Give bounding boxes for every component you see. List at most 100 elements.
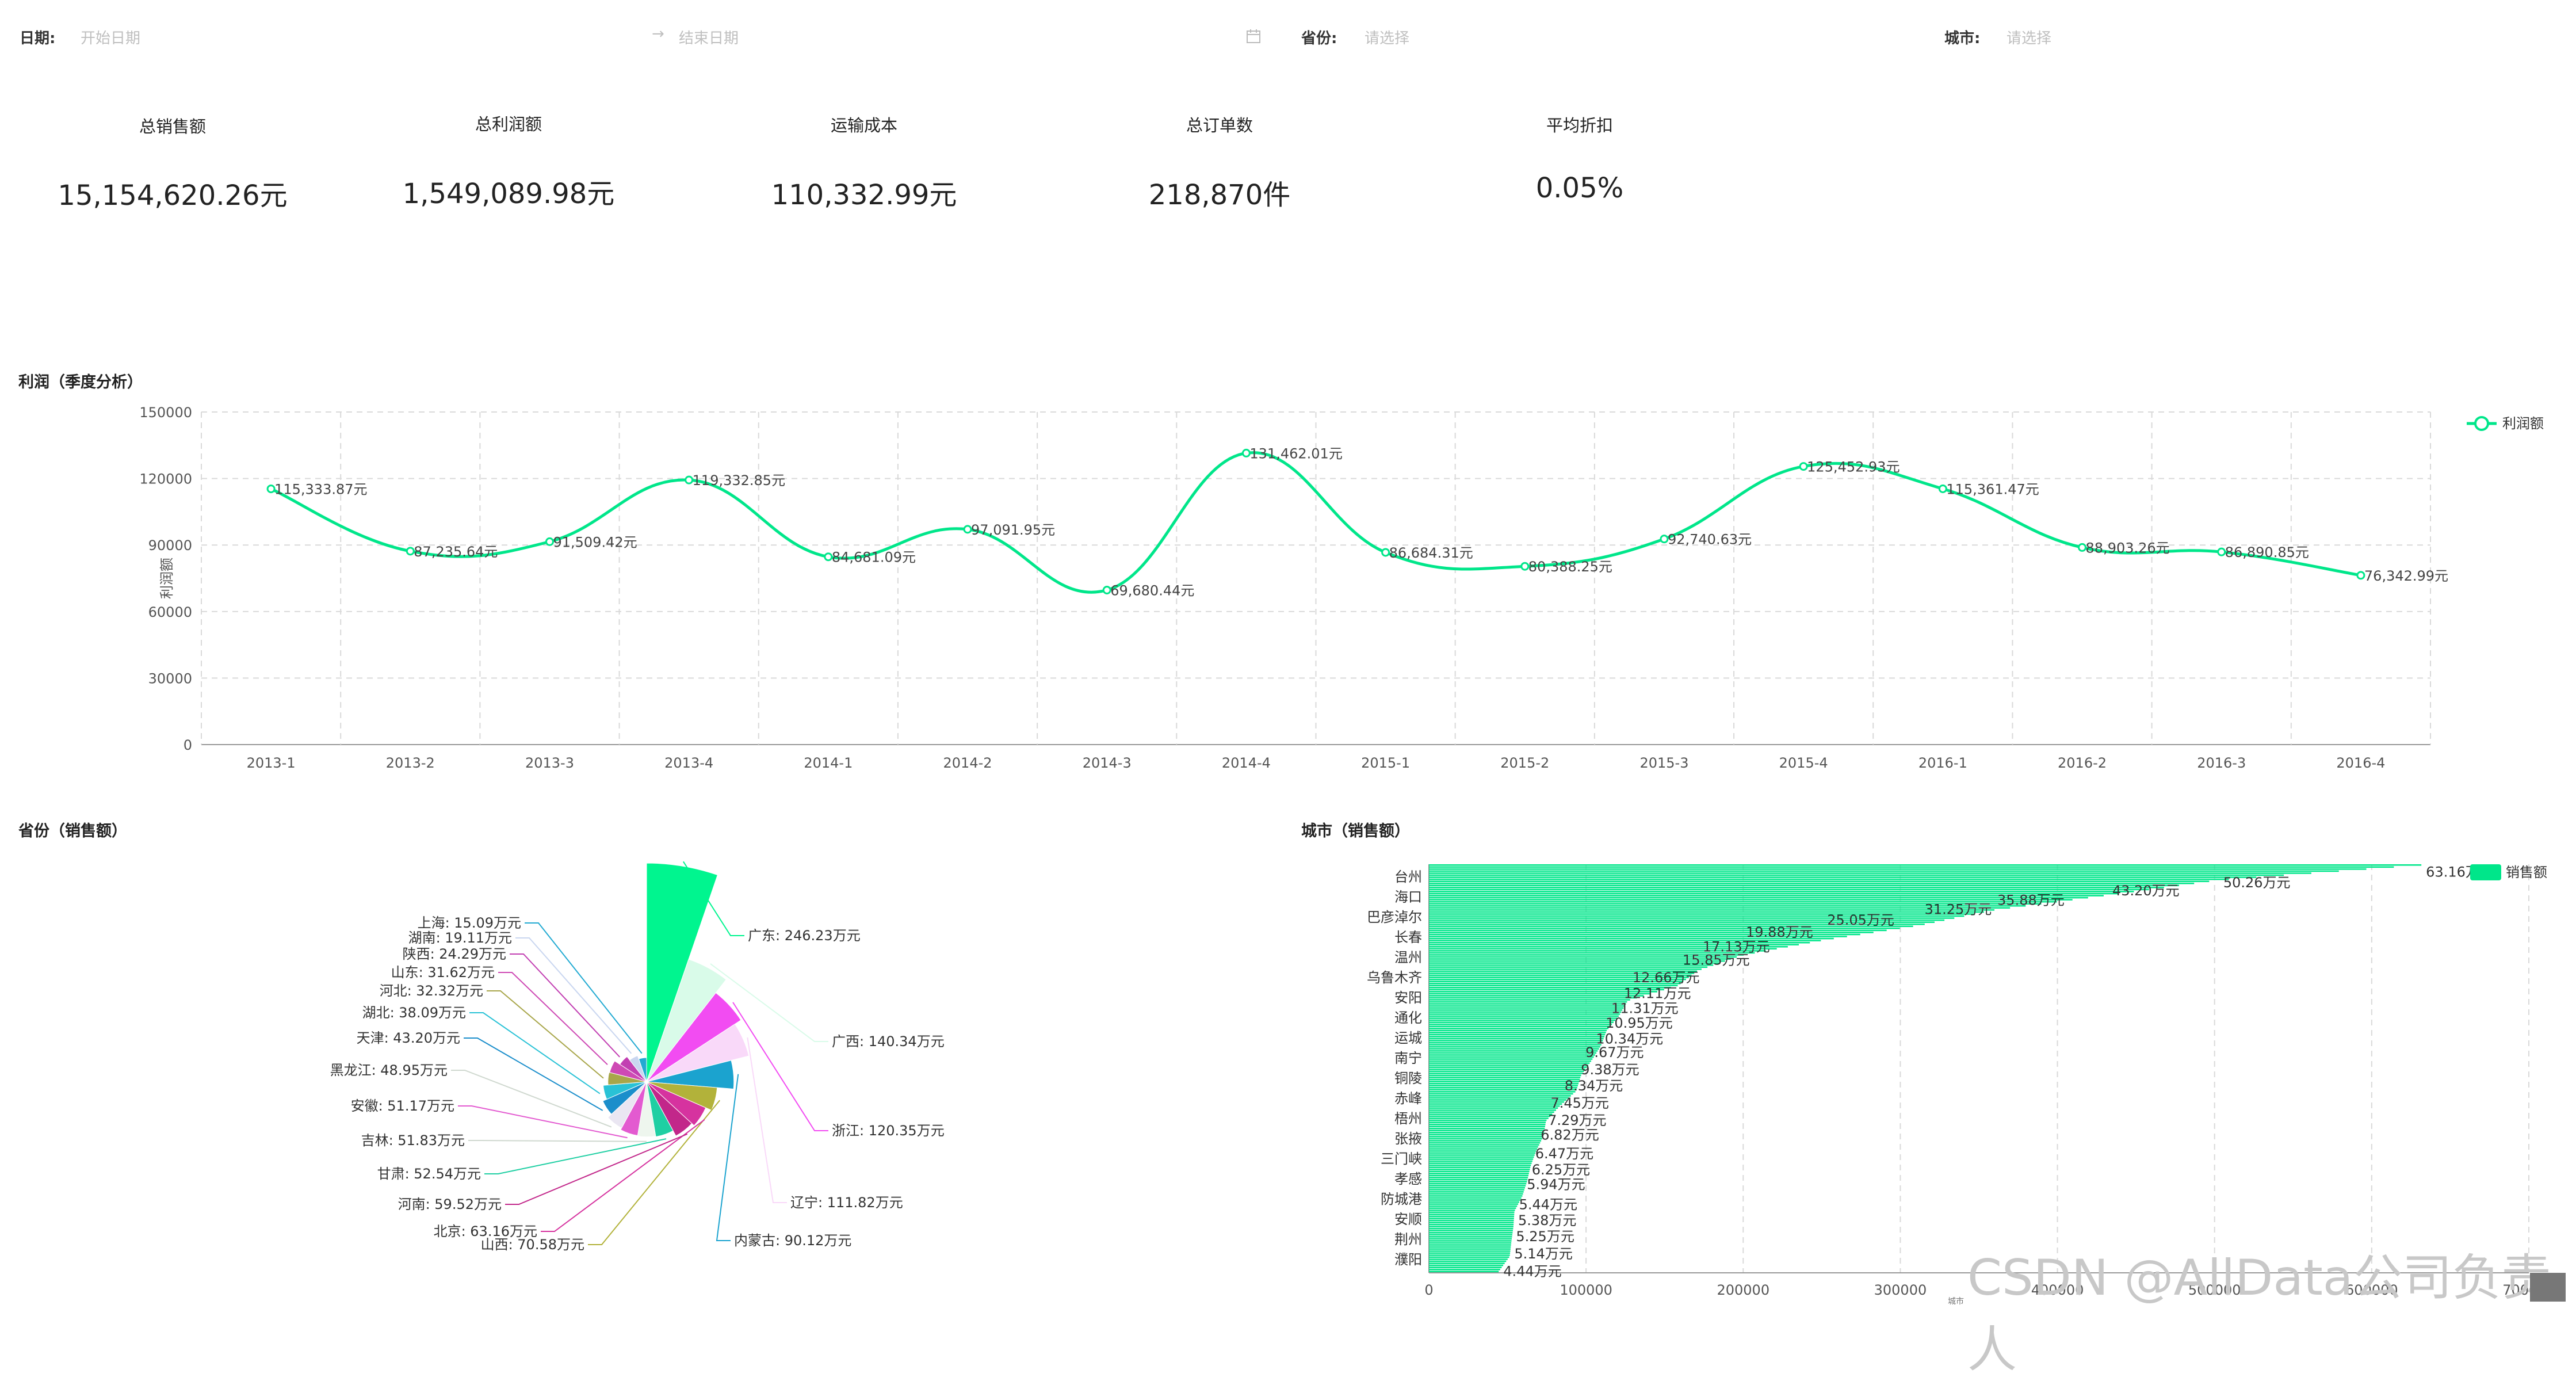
city-bar — [1429, 1211, 1515, 1214]
pie-label: 天津: 43.20万元 — [357, 1030, 460, 1046]
city-bar — [1429, 1207, 1516, 1209]
city-bar — [1429, 1101, 1565, 1103]
city-bar — [1429, 1254, 1510, 1256]
pie-label: 北京: 63.16万元 — [434, 1223, 537, 1239]
data-label: 91,509.42元 — [553, 534, 637, 550]
city-bar — [1429, 952, 1755, 954]
city-bar — [1429, 958, 1731, 960]
city-bar — [1429, 1173, 1529, 1174]
city-bar — [1429, 1185, 1526, 1187]
city-bar — [1429, 903, 2042, 905]
legend-marker — [2474, 416, 2489, 431]
profit-line-chart: 0 30000 60000 90000 120000 150000 2013-1 2013-2… — [139, 405, 2544, 771]
x-tick-label: 2014-2 — [943, 755, 992, 771]
city-bar — [1429, 978, 1686, 981]
x-tick-label: 2016-4 — [2336, 755, 2385, 771]
city-bar — [1429, 1091, 1576, 1093]
city-bar — [1429, 1132, 1545, 1134]
data-label: 131,462.01元 — [1249, 445, 1342, 461]
label-leader-line — [710, 963, 828, 1042]
kpi-avg-discount-label: 平均折扣 — [1546, 116, 1613, 135]
city-bar — [1429, 995, 1644, 997]
city-bar — [1429, 1044, 1602, 1046]
legend-label: 利润额 — [2502, 415, 2544, 432]
city-bar — [1429, 1089, 1577, 1091]
pie-label: 陕西: 24.29万元 — [403, 946, 506, 962]
city-bar — [1429, 895, 2104, 896]
city-bar — [1429, 1158, 1534, 1160]
kpi-shipping-cost-label: 运输成本 — [830, 116, 897, 135]
city-bar — [1429, 1162, 1532, 1164]
city-bar — [1429, 993, 1651, 995]
data-label: 86,684.31元 — [1389, 545, 1473, 561]
city-bar — [1429, 884, 2180, 887]
city-bar — [1429, 1232, 1513, 1234]
data-label: 97,091.95元 — [971, 522, 1055, 538]
scroll-top-icon[interactable] — [2530, 1273, 2566, 1302]
city-bar — [1429, 936, 1847, 937]
category-label: 张掖 — [1394, 1131, 1422, 1147]
kpi-shipping-cost-value: 110,332.99元 — [771, 179, 957, 211]
label-leader-line — [541, 1119, 705, 1232]
city-bar — [1429, 1115, 1551, 1117]
label-leader-line — [716, 1074, 739, 1241]
city-bar — [1429, 1134, 1544, 1136]
kpi-total-profit-value: 1,549,089.98元 — [402, 178, 615, 210]
city-bar — [1429, 915, 1965, 917]
city-bar — [1429, 964, 1714, 966]
city-bar — [1429, 1056, 1594, 1058]
bar-value-label: 5.44万元 — [1519, 1196, 1577, 1212]
province-select[interactable]: 请选择 — [1365, 30, 1410, 47]
city-bar — [1429, 917, 1955, 919]
end-date-input[interactable]: 结束日期 — [679, 30, 739, 47]
csdn-watermark: CSDN @AllData公司负责人 — [1967, 1249, 2551, 1379]
category-label: 安阳 — [1394, 990, 1422, 1006]
city-bar — [1429, 987, 1671, 989]
city-bar — [1429, 1156, 1534, 1158]
bar-value-label: 43.20万元 — [2112, 883, 2180, 899]
kpi-total-sales-label: 总销售额 — [139, 117, 206, 136]
city-bar — [1429, 989, 1664, 991]
city-bar — [1429, 1166, 1531, 1168]
city-bar — [1429, 929, 1887, 932]
city-bar — [1429, 941, 1810, 944]
calendar-icon[interactable] — [1245, 28, 1262, 47]
city-bar — [1429, 1085, 1578, 1086]
data-point — [1799, 462, 1808, 471]
category-label: 防城港 — [1381, 1191, 1422, 1207]
city-select[interactable]: 请选择 — [2006, 30, 2052, 47]
kpi-total-sales-value: 15,154,620.26元 — [58, 180, 288, 212]
x-tick-label: 200000 — [1717, 1282, 1769, 1298]
category-label: 赤峰 — [1394, 1090, 1422, 1107]
city-bar — [1429, 1082, 1579, 1085]
city-bar — [1429, 882, 2195, 884]
pie-slice — [637, 1081, 656, 1138]
x-tick-label: 2015-2 — [1500, 755, 1549, 771]
city-bar — [1429, 1262, 1505, 1264]
city-bar — [1429, 1230, 1513, 1231]
date-label: 日期: — [20, 30, 56, 47]
city-bar — [1429, 1174, 1528, 1177]
city-bar — [1429, 1256, 1509, 1258]
data-point — [1381, 548, 1390, 557]
city-bar — [1429, 1187, 1526, 1189]
pie-label: 辽宁: 111.82万元 — [790, 1195, 903, 1211]
kpi-total-profit-label: 总利润额 — [475, 115, 542, 134]
bar-value-label: 4.44万元 — [1503, 1263, 1561, 1279]
city-bar — [1429, 1001, 1627, 1003]
city-bar — [1429, 1178, 1528, 1181]
city-bar — [1429, 1144, 1539, 1146]
city-bar — [1429, 1268, 1500, 1271]
x-axis-title: 城市 — [1948, 1296, 1964, 1306]
legend-swatch — [2470, 864, 2501, 880]
city-bar — [1429, 1046, 1600, 1048]
pie-label: 浙江: 120.35万元 — [832, 1123, 945, 1139]
city-bar — [1429, 1168, 1530, 1170]
city-bar — [1429, 888, 2149, 891]
start-date-input[interactable]: 开始日期 — [81, 30, 141, 47]
pie-slice — [646, 992, 742, 1082]
pie-label: 黑龙江: 48.95万元 — [330, 1062, 448, 1078]
city-bar — [1429, 1218, 1514, 1219]
city-bar — [1429, 1121, 1546, 1123]
